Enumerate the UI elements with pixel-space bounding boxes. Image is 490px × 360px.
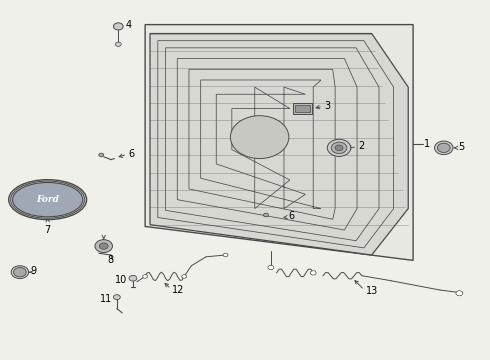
Ellipse shape	[13, 183, 83, 217]
Ellipse shape	[230, 116, 289, 158]
Circle shape	[116, 42, 121, 46]
Circle shape	[143, 275, 147, 278]
Ellipse shape	[9, 180, 87, 220]
Circle shape	[335, 145, 343, 151]
Circle shape	[268, 265, 274, 270]
Polygon shape	[150, 33, 408, 255]
Text: 6: 6	[289, 211, 295, 221]
Text: 9: 9	[30, 266, 37, 276]
Text: 8: 8	[108, 255, 114, 265]
Ellipse shape	[11, 181, 85, 218]
Text: 2: 2	[358, 141, 364, 151]
Text: 13: 13	[366, 286, 378, 296]
Text: 3: 3	[324, 101, 330, 111]
Circle shape	[95, 240, 113, 252]
Text: 11: 11	[100, 294, 113, 303]
Text: 6: 6	[128, 149, 134, 158]
Circle shape	[114, 295, 120, 300]
Circle shape	[99, 243, 108, 249]
Text: 5: 5	[458, 142, 464, 152]
Circle shape	[182, 275, 187, 278]
Text: Ford: Ford	[36, 195, 59, 204]
Circle shape	[310, 271, 316, 275]
Circle shape	[456, 291, 463, 296]
Circle shape	[264, 213, 269, 217]
Circle shape	[331, 142, 347, 154]
Circle shape	[99, 153, 104, 157]
Circle shape	[14, 267, 26, 277]
Circle shape	[327, 139, 351, 157]
Text: 12: 12	[172, 285, 184, 295]
Circle shape	[11, 266, 29, 279]
Text: 4: 4	[125, 19, 132, 30]
Text: 1: 1	[424, 139, 430, 149]
Circle shape	[438, 143, 450, 153]
Bar	[295, 105, 310, 112]
Text: 7: 7	[45, 225, 51, 235]
Bar	[293, 103, 312, 114]
Circle shape	[129, 275, 137, 281]
Circle shape	[435, 141, 453, 155]
Circle shape	[114, 23, 123, 30]
Circle shape	[223, 253, 228, 257]
Polygon shape	[145, 24, 413, 260]
Text: 10: 10	[115, 275, 127, 285]
